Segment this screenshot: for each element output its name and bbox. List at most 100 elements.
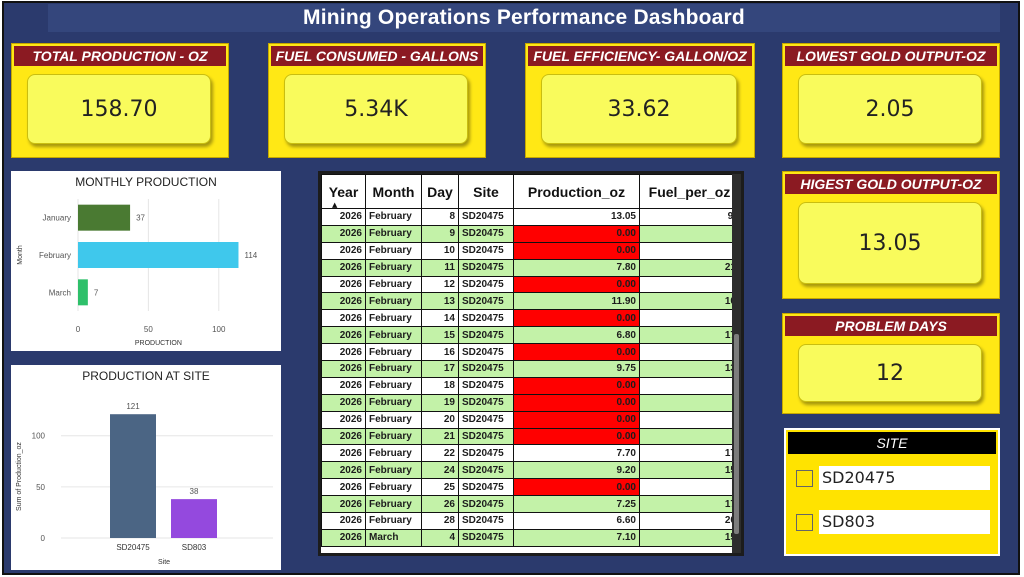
x-tick-label: SD803: [182, 543, 207, 552]
cell-month: March: [365, 528, 422, 547]
table-row[interactable]: 2026 February 28 SD20475 6.60 20: [321, 512, 740, 530]
cell-site: SD20475: [458, 208, 514, 226]
table-row[interactable]: 2026 February 18 SD20475 0.00: [321, 376, 740, 395]
cell-production-oz: 0.00: [513, 427, 640, 446]
bar-february: [78, 242, 239, 268]
cell-month: February: [365, 258, 422, 277]
x-tick-label: 50: [144, 325, 153, 334]
cell-day: 12: [421, 275, 459, 294]
cell-fuel-per-oz: [639, 309, 740, 328]
cell-site: SD20475: [458, 410, 514, 429]
cell-fuel-per-oz: [639, 478, 740, 497]
cell-site: SD20475: [458, 376, 514, 395]
cell-production-oz: 0.00: [513, 393, 640, 412]
cell-year: 2026: [321, 410, 366, 429]
table-scrollbar[interactable]: [732, 174, 741, 553]
kpi-card-lowest-gold-output[interactable]: LOWEST GOLD OUTPUT-OZ 2.05: [782, 43, 1000, 158]
chart-title: PRODUCTION AT SITE: [82, 369, 210, 383]
column-header-production-oz[interactable]: Production_oz: [513, 174, 640, 209]
bar-january: [78, 204, 131, 231]
kpi-card-fuel-consumed[interactable]: FUEL CONSUMED - GALLONS 5.34K: [268, 43, 486, 158]
cell-production-oz: 0.00: [513, 224, 640, 243]
table-row[interactable]: 2026 February 19 SD20475 0.00: [321, 393, 740, 412]
cell-fuel-per-oz: 10: [639, 292, 740, 311]
production-table[interactable]: Year Month Day Site Production_oz Fuel_p…: [318, 171, 744, 556]
x-axis-title: PRODUCTION: [135, 340, 182, 347]
cell-year: 2026: [321, 461, 366, 480]
cell-month: February: [365, 343, 422, 362]
cell-year: 2026: [321, 309, 366, 328]
cell-year: 2026: [321, 360, 366, 378]
cell-month: February: [365, 495, 422, 514]
kpi-card-problem-days[interactable]: PROBLEM DAYS 12: [782, 313, 1000, 414]
sort-ascending-icon[interactable]: ▲: [332, 201, 338, 209]
cell-site: SD20475: [458, 444, 514, 463]
cell-year: 2026: [321, 512, 366, 530]
table-row[interactable]: 2026 February 20 SD20475 0.00: [321, 410, 740, 429]
cell-production-oz: 9.75: [513, 360, 640, 378]
table-row[interactable]: 2026 February 17 SD20475 9.75 13: [321, 360, 740, 378]
x-tick-label: 0: [76, 325, 81, 334]
cell-production-oz: 7.80: [513, 258, 640, 277]
scrollbar-thumb[interactable]: [734, 334, 739, 534]
site-option-label: SD803: [819, 510, 990, 534]
y-axis-title: Sum of Production_oz: [16, 442, 23, 511]
column-header-day[interactable]: Day: [421, 174, 459, 209]
cell-day: 4: [421, 528, 459, 547]
site-option-sd803[interactable]: SD803: [796, 510, 990, 534]
monthly-production-chart[interactable]: MONTHLY PRODUCTION 0 50 100 January 37 Februa…: [11, 171, 281, 351]
kpi-value: 12: [798, 344, 982, 402]
kpi-title: HIGEST GOLD OUTPUT-OZ: [785, 174, 997, 194]
cell-day: 10: [421, 241, 459, 260]
table-row[interactable]: 2026 February 26 SD20475 7.25 17: [321, 495, 740, 514]
checkbox[interactable]: [796, 513, 813, 531]
column-header-year[interactable]: Year: [321, 174, 366, 209]
checkbox[interactable]: [796, 469, 813, 487]
kpi-value: 2.05: [798, 74, 982, 144]
column-header-month[interactable]: Month: [365, 174, 422, 209]
column-header-site[interactable]: Site: [458, 174, 514, 209]
site-option-sd20475[interactable]: SD20475: [796, 466, 990, 490]
table-row[interactable]: 2026 February 25 SD20475 0.00: [321, 478, 740, 497]
cell-fuel-per-oz: [639, 393, 740, 412]
cell-year: 2026: [321, 444, 366, 463]
kpi-card-highest-gold-output[interactable]: HIGEST GOLD OUTPUT-OZ 13.05: [782, 171, 1000, 299]
cell-year: 2026: [321, 224, 366, 243]
cell-site: SD20475: [458, 275, 514, 294]
column-header-fuel-per-oz[interactable]: Fuel_per_oz: [639, 174, 740, 209]
cell-fuel-per-oz: 13: [639, 360, 740, 378]
table-row[interactable]: 2026 February 22 SD20475 7.70 17: [321, 444, 740, 463]
table-row[interactable]: 2026 February 14 SD20475 0.00: [321, 309, 740, 328]
cell-year: 2026: [321, 258, 366, 277]
cell-production-oz: 6.60: [513, 512, 640, 530]
cell-year: 2026: [321, 376, 366, 395]
kpi-value: 158.70: [27, 74, 211, 144]
table-row[interactable]: 2026 February 10 SD20475 0.00: [321, 241, 740, 260]
table-row[interactable]: 2026 February 21 SD20475 0.00: [321, 427, 740, 446]
production-at-site-chart[interactable]: PRODUCTION AT SITE 0 50 100 121 SD20475 38 SD8…: [11, 365, 281, 570]
table-row[interactable]: 2026 February 11 SD20475 7.80 21: [321, 258, 740, 277]
table-row[interactable]: 2026 March 4 SD20475 7.10 15: [321, 528, 740, 547]
table-row[interactable]: 2026 February 16 SD20475 0.00: [321, 343, 740, 362]
cell-fuel-per-oz: [639, 376, 740, 395]
cell-production-oz: 0.00: [513, 241, 640, 260]
table-row[interactable]: 2026 February 24 SD20475 9.20 15: [321, 461, 740, 480]
cell-site: SD20475: [458, 393, 514, 412]
cell-production-oz: 0.00: [513, 376, 640, 395]
kpi-card-total-production[interactable]: TOTAL PRODUCTION - OZ 158.70: [11, 43, 229, 158]
table-row[interactable]: 2026 February 12 SD20475 0.00: [321, 275, 740, 294]
cell-day: 19: [421, 393, 459, 412]
y-tick-label: March: [49, 288, 71, 297]
kpi-card-fuel-efficiency[interactable]: FUEL EFFICIENCY- GALLON/OZ 33.62: [525, 43, 755, 158]
cell-fuel-per-oz: [639, 241, 740, 260]
bar-sd803: [171, 499, 217, 538]
table-row[interactable]: 2026 February 15 SD20475 6.80 17: [321, 326, 740, 345]
table-row[interactable]: 2026 February 9 SD20475 0.00: [321, 224, 740, 243]
table-row[interactable]: 2026 February 13 SD20475 11.90 10: [321, 292, 740, 311]
cell-fuel-per-oz: [639, 343, 740, 362]
cell-month: February: [365, 208, 422, 226]
cell-day: 14: [421, 309, 459, 328]
cell-production-oz: 6.80: [513, 326, 640, 345]
cell-day: 17: [421, 360, 459, 378]
